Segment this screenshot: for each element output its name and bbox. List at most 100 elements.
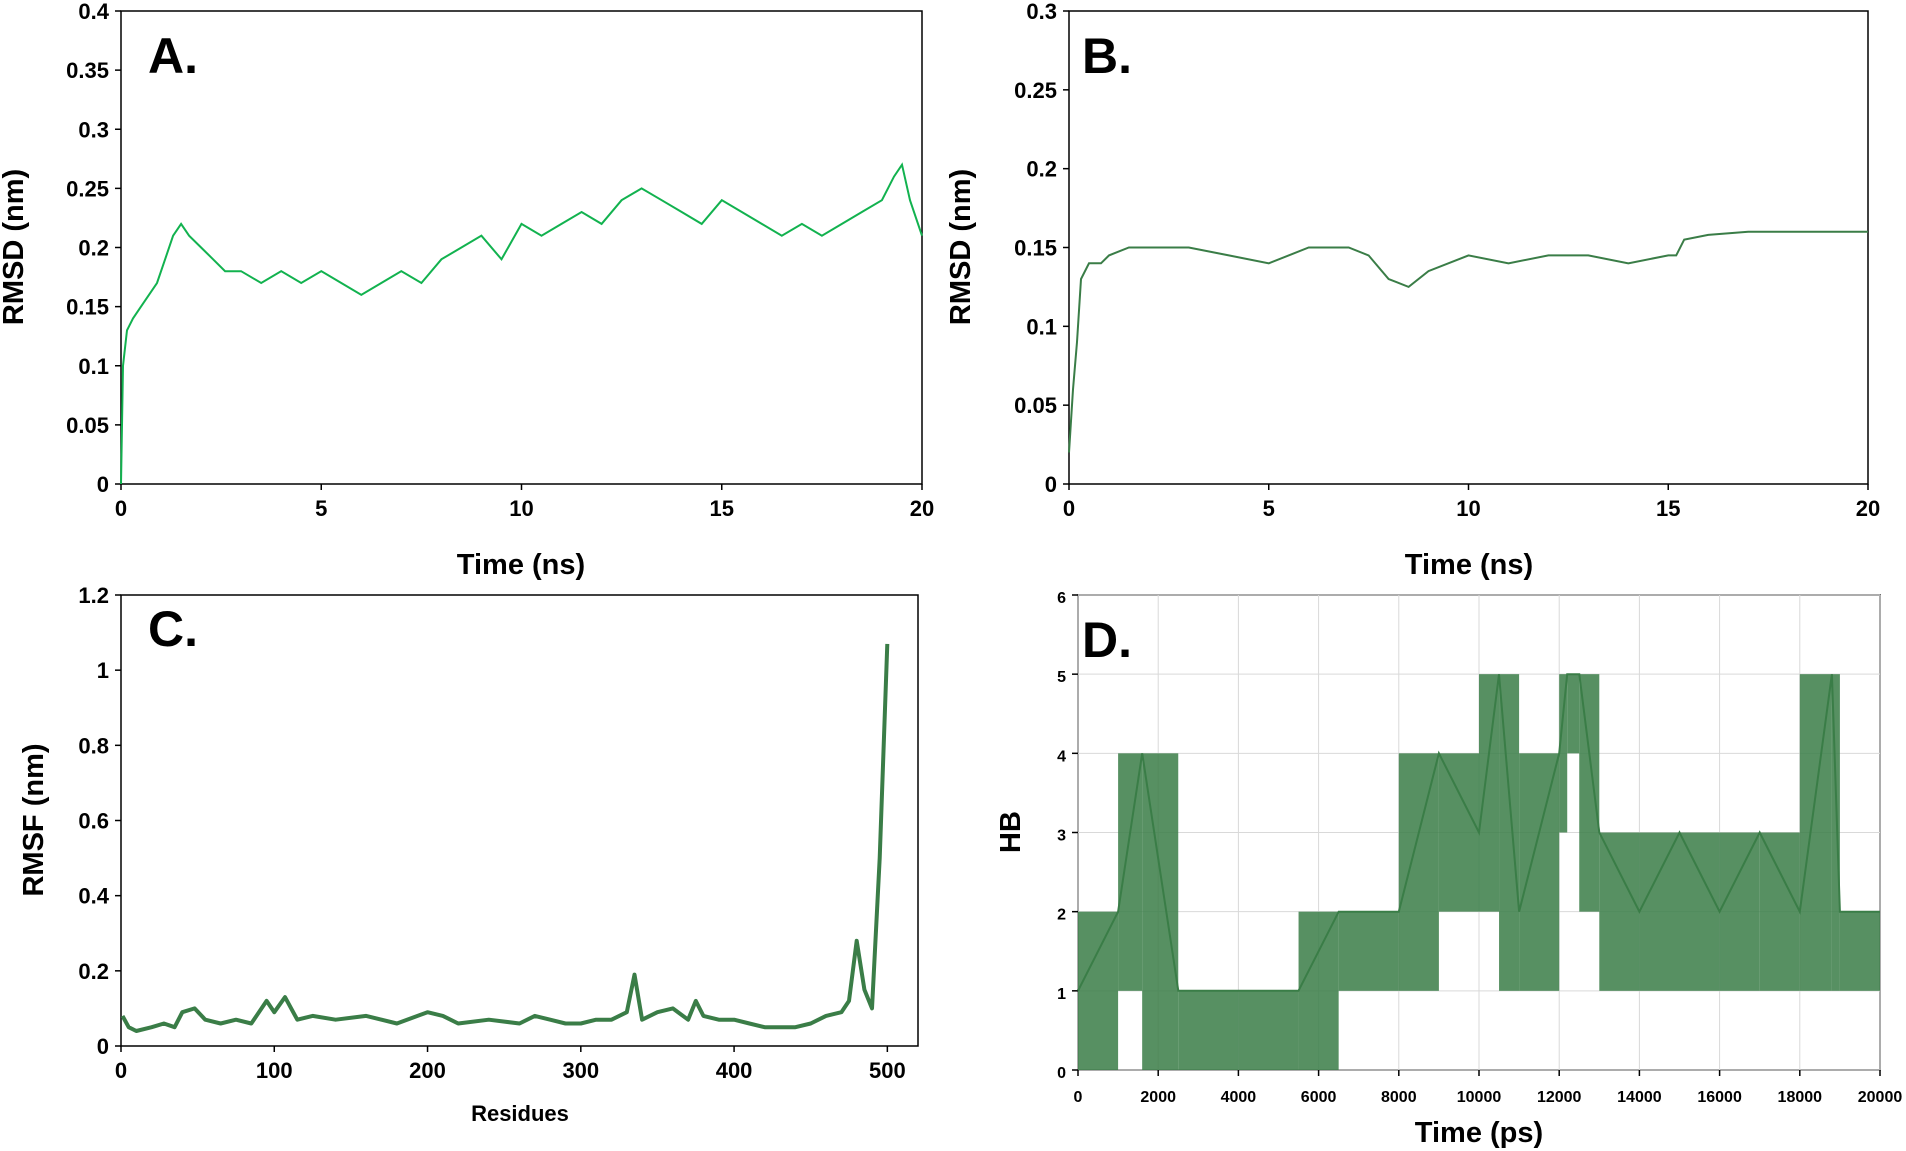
panel-c-y-tick-label: 0.2 (78, 959, 109, 984)
panel-a-x-axis-label: Time (ns) (457, 549, 585, 581)
panel-d-hb-band (1238, 990, 1299, 1070)
panel-a-y-tick-label: 0.4 (78, 0, 109, 24)
panel-d-y-tick-label: 4 (1057, 748, 1066, 765)
panel-a-y-tick-label: 0.05 (66, 413, 109, 438)
panel-d-x-tick-label: 20000 (1858, 1089, 1903, 1106)
panel-a-x-tick-label: 5 (315, 496, 327, 521)
panel-d-hb-band (1719, 832, 1760, 991)
panel-d-hb-band (1759, 832, 1800, 991)
panel-a-y-ticks: 0 0.05 0.1 0.15 0.2 0.25 0.3 0.35 0.4 (66, 0, 121, 497)
panel-d-hb-band (1679, 832, 1720, 991)
panel-a-label: A. (148, 28, 198, 84)
panel-d-y-tick-label: 6 (1057, 590, 1066, 607)
panel-c: 0 0.2 0.4 0.6 0.8 1 1.2 0 100 200 300 400 500 C. Re… (18, 583, 919, 1126)
panel-d-y-axis-label: HB (995, 811, 1027, 853)
panel-b-x-tick-label: 20 (1856, 496, 1880, 521)
panel-d-hb-band (1839, 911, 1880, 991)
panel-c-x-tick-label: 100 (256, 1058, 293, 1083)
panel-a-x-tick-label: 10 (509, 496, 533, 521)
panel-a-y-tick-label: 0.2 (78, 236, 109, 261)
panel-c-x-tick-label: 300 (562, 1058, 599, 1083)
panel-b-y-tick-label: 0.05 (1014, 393, 1057, 418)
panel-b-y-tick-label: 0.15 (1014, 236, 1057, 261)
panel-b-x-tick-label: 10 (1456, 496, 1480, 521)
panel-d-hb-band (1118, 753, 1143, 991)
panel-d-series-line (1077, 673, 1880, 992)
panel-c-x-ticks: 0 100 200 300 400 500 (115, 1046, 906, 1083)
panel-b-y-tick-label: 0.3 (1026, 0, 1057, 24)
panel-d-y-tick-label: 3 (1057, 828, 1066, 845)
panel-a-y-tick-label: 0.35 (66, 58, 109, 83)
panel-d-hb-band (1831, 674, 1840, 991)
panel-a-series-line (120, 162, 923, 485)
panel-d-hb-band (1559, 674, 1568, 833)
panel-d-hb-band (1398, 753, 1439, 991)
panel-d-x-tick-label: 14000 (1617, 1089, 1662, 1106)
panel-d-hb-band (1579, 674, 1600, 912)
panel-d-hb-band (1519, 753, 1560, 991)
panel-a-x-tick-label: 20 (910, 496, 934, 521)
panel-d-x-tick-label: 4000 (1221, 1089, 1257, 1106)
panel-c-x-tick-label: 200 (409, 1058, 446, 1083)
panel-d: 0 1 2 3 4 5 6 0 2000 4000 6000 8000 10000 12000 14000… (995, 590, 1902, 1149)
panel-b-x-tick-label: 15 (1656, 496, 1680, 521)
panel-a-y-tick-label: 0.25 (66, 176, 109, 201)
panel-b-y-axis-label: RMSD (nm) (945, 169, 977, 325)
panel-c-x-tick-label: 0 (115, 1058, 127, 1083)
panel-d-y-ticks: 0 1 2 3 4 5 6 (1057, 590, 1078, 1082)
panel-c-x-tick-label: 400 (716, 1058, 753, 1083)
panel-a-x-tick-label: 15 (710, 496, 734, 521)
panel-a-x-tick-label: 0 (115, 496, 127, 521)
panel-d-x-ticks: 0 2000 4000 6000 8000 10000 12000 14000 16000 180… (1074, 1070, 1903, 1106)
panel-c-label: C. (148, 601, 198, 657)
panel-c-y-tick-label: 0.4 (78, 884, 109, 909)
panel-d-bars (1078, 674, 1880, 1070)
panel-a-x-ticks: 0 5 10 15 20 (115, 484, 934, 521)
panel-d-hb-band (1078, 911, 1119, 1070)
panel-d-hb-band (1799, 674, 1832, 991)
panel-d-hb-band (1142, 753, 1179, 1070)
panel-a-y-tick-label: 0.1 (78, 354, 109, 379)
panel-b-x-tick-label: 5 (1263, 496, 1275, 521)
panel-b-x-tick-label: 0 (1063, 496, 1075, 521)
panel-b-y-tick-label: 0 (1045, 472, 1057, 497)
panel-c-y-tick-label: 0.8 (78, 733, 109, 758)
panel-c-x-axis-label: Residues (471, 1101, 569, 1126)
panel-b-y-ticks: 0 0.05 0.1 0.15 0.2 0.25 0.3 (1014, 0, 1069, 497)
panel-d-y-tick-label: 0 (1057, 1065, 1066, 1082)
panel-d-x-tick-label: 18000 (1778, 1089, 1823, 1106)
panel-c-y-axis-label: RMSF (nm) (18, 743, 50, 896)
panel-d-hb-band (1479, 674, 1500, 912)
panel-b-label: B. (1082, 28, 1132, 84)
panel-d-hb-band (1298, 911, 1339, 1070)
panel-d-hb-band (1438, 753, 1479, 912)
panel-c-y-tick-label: 1.2 (78, 583, 109, 608)
panel-d-x-tick-label: 16000 (1697, 1089, 1742, 1106)
panel-b-y-tick-label: 0.25 (1014, 78, 1057, 103)
panel-d-y-tick-label: 5 (1057, 669, 1066, 686)
panel-d-label: D. (1082, 612, 1132, 668)
panel-a: 0 0.05 0.1 0.15 0.2 0.25 0.3 0.35 0.4 0 5 10 15 20 A… (0, 0, 934, 581)
panel-d-x-tick-label: 2000 (1140, 1089, 1176, 1106)
panel-c-plot-area (120, 594, 919, 1047)
panel-d-hb-band (1178, 990, 1239, 1070)
panel-d-hb-band (1499, 674, 1520, 991)
panel-c-y-tick-label: 0.6 (78, 809, 109, 834)
panel-b-series-line (1068, 230, 1868, 453)
panel-b-x-axis-label: Time (ns) (1405, 549, 1533, 581)
panel-d-hb-band (1567, 674, 1580, 754)
panel-c-y-tick-label: 1 (97, 658, 109, 683)
panel-d-x-axis-label: Time (ps) (1415, 1117, 1543, 1149)
panel-c-series-line (120, 643, 890, 1033)
panel-d-x-tick-label: 10000 (1457, 1089, 1502, 1106)
panel-d-hb-band (1338, 911, 1399, 991)
panel-c-y-ticks: 0 0.2 0.4 0.6 0.8 1 1.2 (78, 583, 121, 1059)
panel-a-y-axis-label: RMSD (nm) (0, 169, 30, 325)
panel-a-y-tick-label: 0.15 (66, 295, 109, 320)
panel-d-y-tick-label: 2 (1057, 907, 1066, 924)
panel-a-y-tick-label: 0 (97, 472, 109, 497)
panel-b: 0 0.05 0.1 0.15 0.2 0.25 0.3 0 5 10 15 20 B. Time … (945, 0, 1880, 581)
panel-d-hb-band (1639, 832, 1680, 991)
panel-a-y-tick-label: 0.3 (78, 117, 109, 142)
panel-d-x-tick-label: 12000 (1537, 1089, 1582, 1106)
